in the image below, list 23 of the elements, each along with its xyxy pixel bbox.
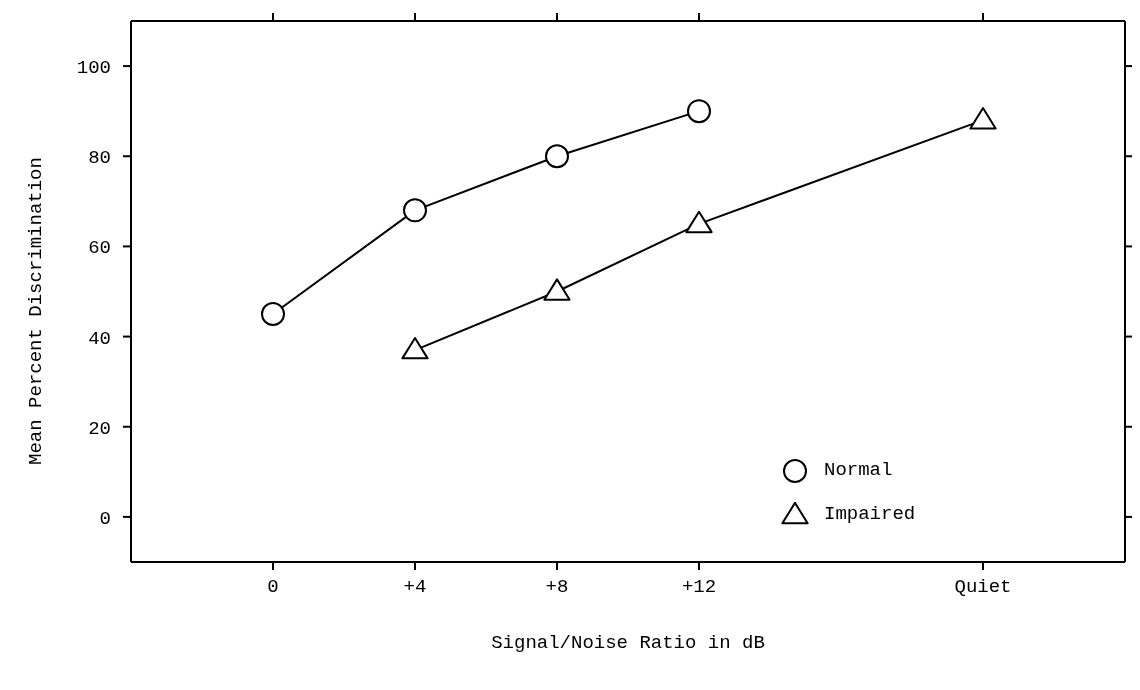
point bbox=[545, 144, 569, 169]
point bbox=[685, 210, 713, 234]
x-tick-label: +12 bbox=[681, 576, 717, 598]
y-tick-label: 60 bbox=[88, 237, 111, 260]
x-axis-title: Signal/Noise Ratio in dB bbox=[490, 632, 766, 654]
y-tick-label: 100 bbox=[76, 57, 111, 80]
point bbox=[261, 302, 285, 327]
point bbox=[687, 99, 711, 124]
y-tick-label: 0 bbox=[99, 507, 111, 530]
x-tick-label: Quiet bbox=[954, 576, 1012, 598]
point bbox=[403, 198, 427, 223]
y-axis-title: Mean Percent Discrimination bbox=[25, 157, 47, 465]
legend-label: Impaired bbox=[824, 503, 916, 525]
point bbox=[543, 278, 571, 301]
point bbox=[969, 107, 997, 130]
x-tick-label: +4 bbox=[403, 576, 427, 598]
x-tick-label: +8 bbox=[545, 576, 569, 598]
legend-label: Normal bbox=[824, 459, 893, 481]
y-tick-label: 40 bbox=[88, 327, 111, 350]
y-tick-label: 80 bbox=[88, 147, 111, 170]
x-tick-label: 0 bbox=[267, 576, 279, 598]
point bbox=[401, 337, 429, 360]
y-tick-label: 20 bbox=[88, 417, 111, 440]
